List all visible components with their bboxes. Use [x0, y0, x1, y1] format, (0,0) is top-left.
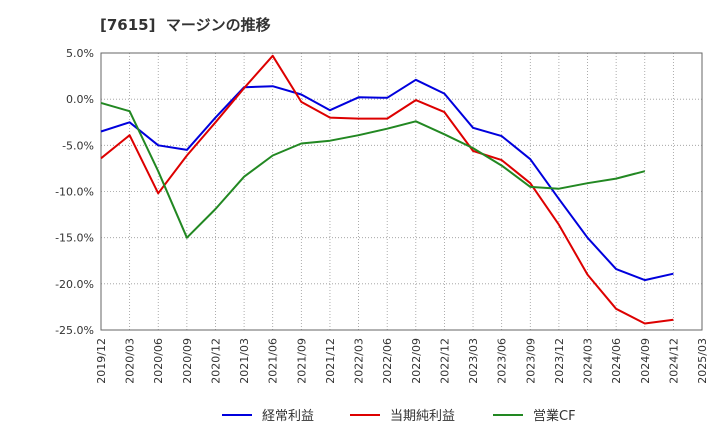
x-tick-label: 2024/03	[582, 338, 595, 384]
x-tick-label: 2022/09	[410, 338, 423, 384]
legend-label: 営業CF	[533, 408, 576, 424]
x-tick-label: 2023/12	[553, 338, 566, 384]
x-tick-label: 2021/09	[295, 338, 308, 384]
y-tick-label: 5.0%	[66, 47, 94, 60]
x-tick-label: 2023/03	[467, 338, 480, 384]
y-tick-label: -10.0%	[55, 186, 94, 199]
series-line	[100, 78, 674, 282]
x-tick-label: 2022/03	[353, 338, 366, 384]
x-tick-label: 2021/12	[324, 338, 337, 384]
x-tick-label: 2020/06	[152, 338, 165, 384]
x-tick-label: 2020/03	[124, 338, 137, 384]
y-tick-label: 0.0%	[66, 93, 94, 106]
x-tick-label: 2019/12	[95, 338, 108, 384]
y-tick-label: -5.0%	[62, 139, 94, 152]
x-tick-label: 2020/09	[181, 338, 194, 384]
x-tick-label: 2023/09	[524, 338, 537, 384]
series-line	[100, 54, 674, 325]
y-tick-label: -20.0%	[55, 278, 94, 291]
series-line	[100, 101, 646, 239]
x-tick-label: 2022/12	[438, 338, 451, 384]
x-tick-label: 2024/09	[639, 338, 652, 384]
x-tick-label: 2020/12	[209, 338, 222, 384]
x-tick-label: 2023/06	[496, 338, 509, 384]
chart-title: [7615] マージンの推移	[100, 16, 271, 34]
x-tick-label: 2024/12	[667, 338, 680, 384]
x-tick-label: 2025/03	[696, 338, 709, 384]
legend-label: 当期純利益	[390, 409, 455, 424]
x-tick-label: 2024/06	[610, 338, 623, 384]
x-tick-label: 2021/03	[238, 338, 251, 384]
x-tick-label: 2022/06	[381, 338, 394, 384]
plot-border	[100, 52, 703, 331]
y-tick-label: -25.0%	[55, 324, 94, 337]
legend-label: 経常利益	[262, 409, 314, 424]
y-tick-label: -15.0%	[55, 232, 94, 245]
x-tick-label: 2021/06	[267, 338, 280, 384]
